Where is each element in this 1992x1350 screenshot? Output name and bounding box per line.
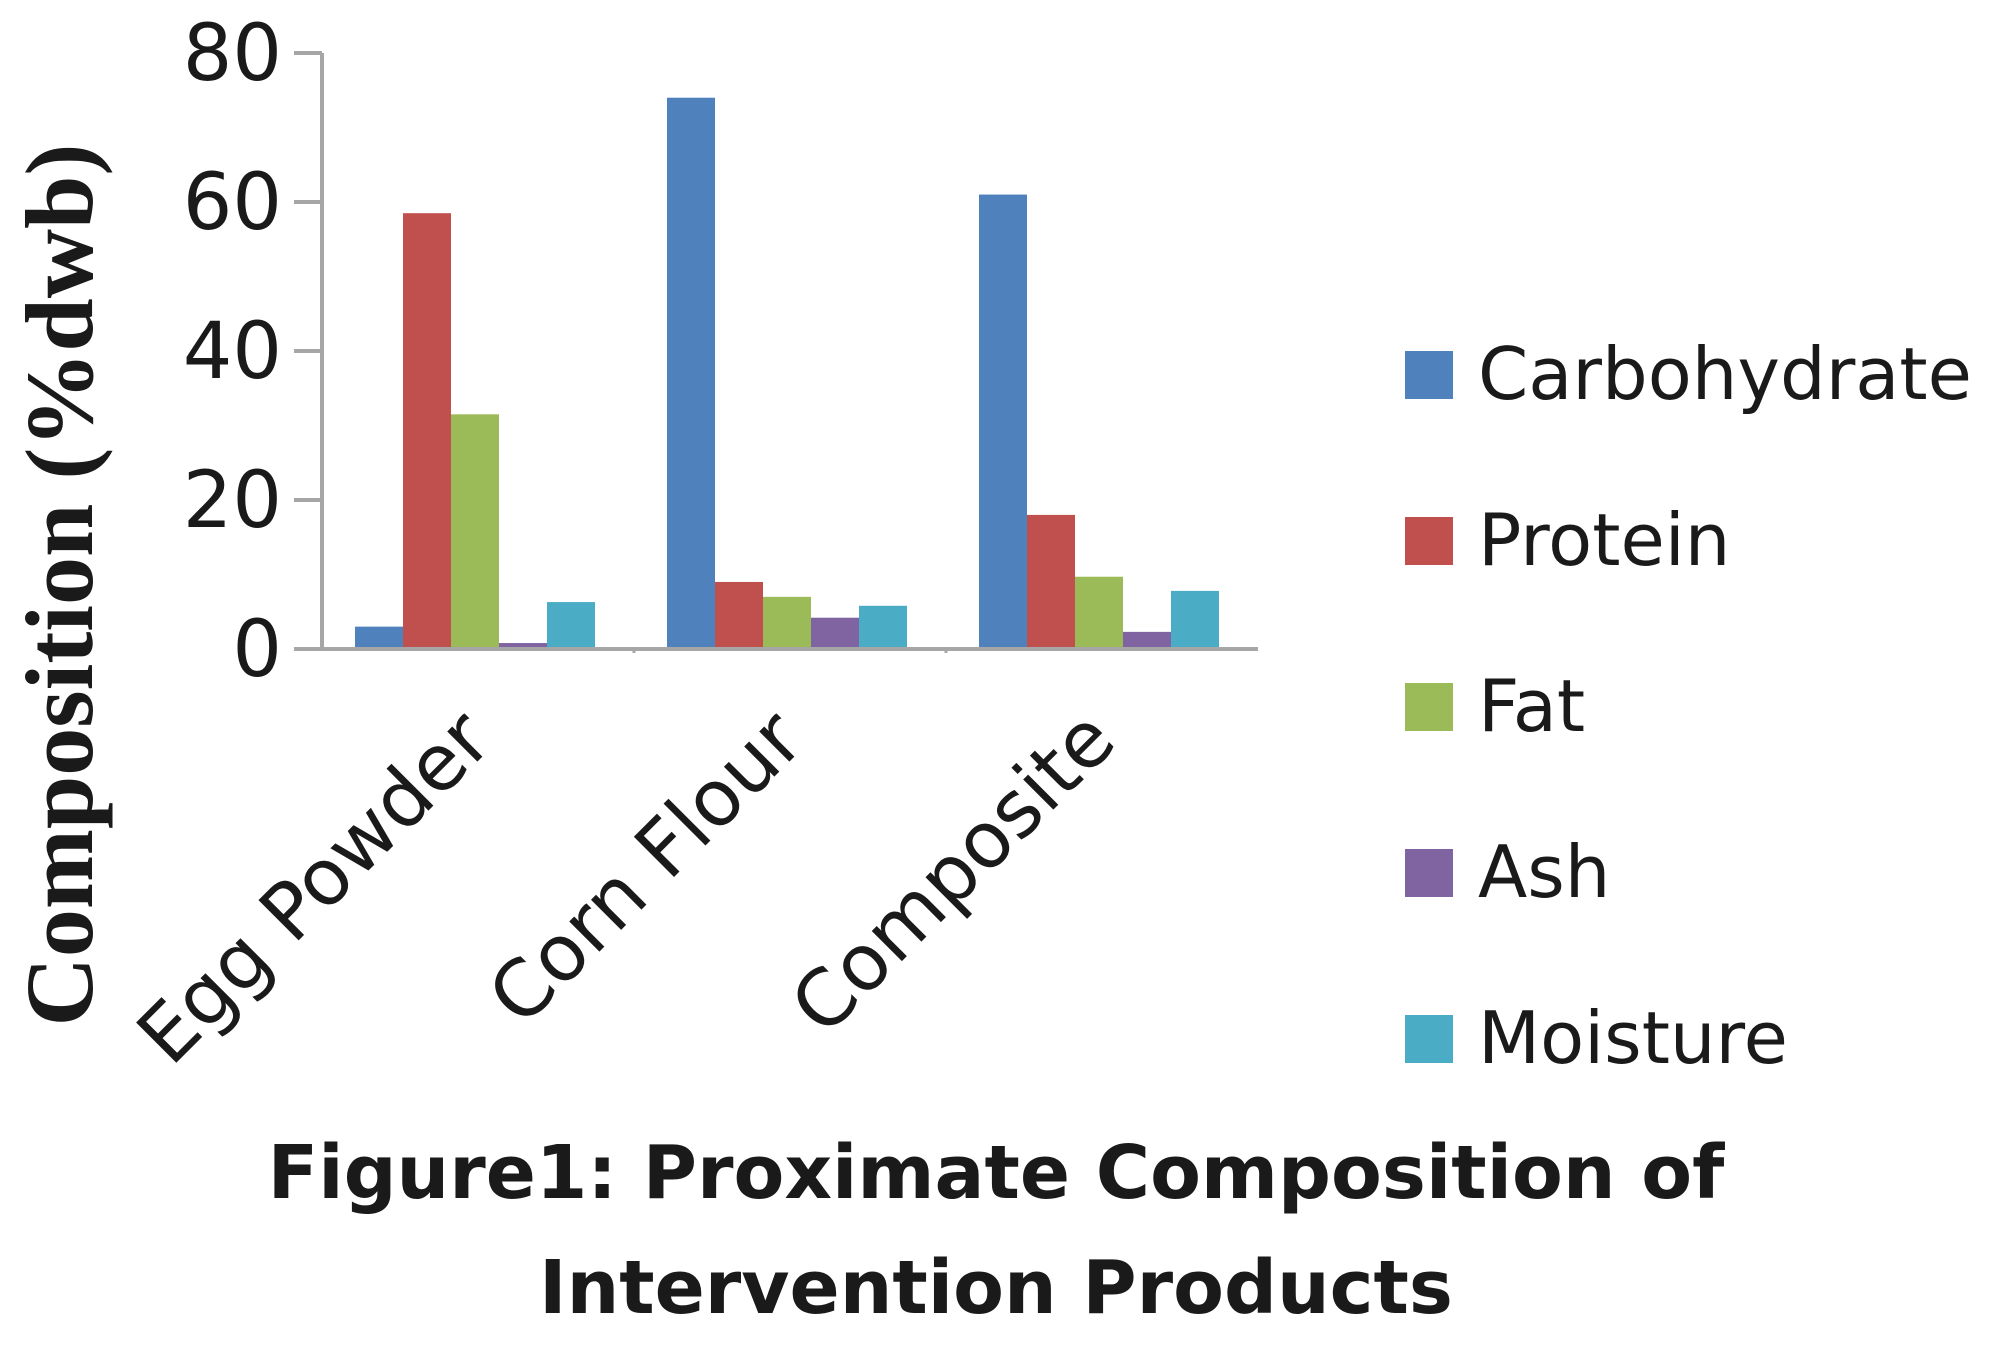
legend-swatch-moisture bbox=[1405, 1015, 1453, 1063]
legend: Carbohydrate Protein Fat Ash Moisture bbox=[1405, 332, 1972, 1080]
bar-moisture-corn-flour bbox=[859, 605, 907, 649]
x-tick-label: Egg Powder bbox=[121, 693, 509, 1081]
bar-ash-egg-powder bbox=[499, 643, 547, 649]
x-tick-label: Corn Flour bbox=[472, 693, 821, 1042]
y-axis: 0 20 40 60 80 bbox=[183, 9, 324, 695]
bar-carbohydrate-composite bbox=[979, 194, 1027, 650]
bar-moisture-composite bbox=[1171, 590, 1219, 649]
x-tick-label: Composite bbox=[774, 694, 1132, 1052]
y-tick-label: 60 bbox=[183, 158, 282, 248]
y-tick-label: 40 bbox=[183, 307, 282, 397]
figure-caption-line-1: Figure1: Proximate Composition of bbox=[267, 1130, 1725, 1216]
figure-caption-line-2: Intervention Products bbox=[539, 1245, 1453, 1331]
bar-protein-corn-flour bbox=[715, 581, 763, 649]
bar-fat-corn-flour bbox=[763, 596, 811, 649]
bar-fat-composite bbox=[1075, 576, 1123, 649]
y-tick-label: 0 bbox=[232, 605, 282, 695]
y-axis-label: Composition (%dwb) bbox=[6, 144, 113, 1027]
legend-swatch-fat bbox=[1405, 683, 1453, 731]
legend-label-carbohydrate: Carbohydrate bbox=[1478, 332, 1972, 416]
bar-fat-egg-powder bbox=[451, 414, 499, 649]
bar-moisture-egg-powder bbox=[547, 602, 595, 649]
bar-ash-corn-flour bbox=[811, 617, 859, 649]
legend-label-fat: Fat bbox=[1478, 664, 1585, 748]
bar-protein-egg-powder bbox=[403, 213, 451, 650]
bars bbox=[355, 97, 1219, 650]
legend-swatch-carbohydrate bbox=[1405, 351, 1453, 399]
legend-label-moisture: Moisture bbox=[1478, 996, 1788, 1080]
y-tick-label: 20 bbox=[183, 456, 282, 546]
bar-ash-composite bbox=[1123, 631, 1171, 649]
bar-protein-composite bbox=[1027, 514, 1075, 649]
bar-carbohydrate-corn-flour bbox=[667, 97, 715, 649]
legend-label-protein: Protein bbox=[1478, 498, 1730, 582]
legend-swatch-protein bbox=[1405, 517, 1453, 565]
legend-swatch-ash bbox=[1405, 849, 1453, 897]
bar-carbohydrate-egg-powder bbox=[355, 626, 403, 649]
y-tick-label: 80 bbox=[183, 9, 282, 99]
legend-label-ash: Ash bbox=[1478, 830, 1610, 914]
